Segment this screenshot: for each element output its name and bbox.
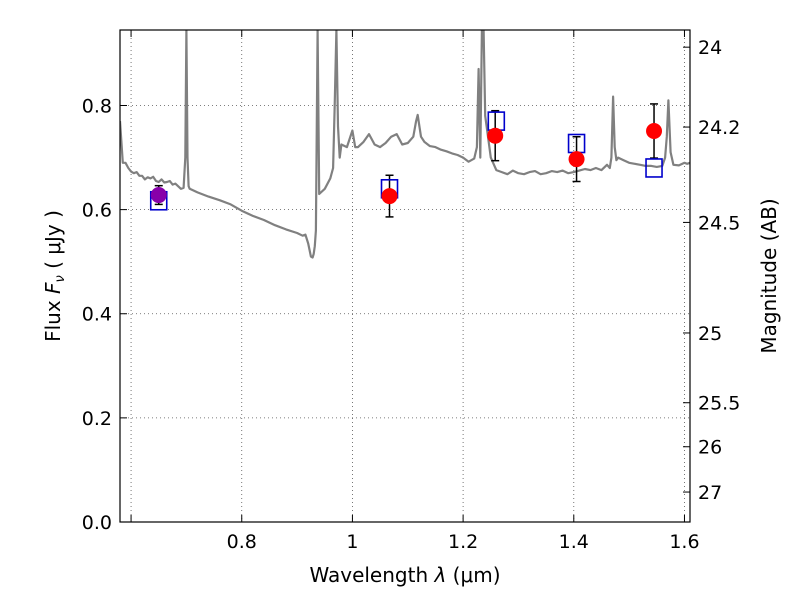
plot-frame bbox=[119, 29, 691, 523]
model-point-box bbox=[645, 158, 663, 178]
observed-point bbox=[381, 188, 398, 205]
observed-point bbox=[568, 151, 585, 168]
spectrum bbox=[120, 30, 690, 259]
y-axis-label: Flux Fν ( μJy ) bbox=[41, 210, 68, 342]
observed-points bbox=[150, 123, 663, 205]
y-tick-label: 0.4 bbox=[82, 304, 112, 326]
x-tick-label: 1.2 bbox=[448, 531, 478, 553]
y-tick-label: 0.0 bbox=[82, 512, 112, 534]
magnitude-tick-label: 24 bbox=[698, 37, 722, 59]
x-tick-label: 1.6 bbox=[669, 531, 699, 553]
y-tick-label: 0.2 bbox=[82, 408, 112, 430]
magnitude-tick-label: 25.5 bbox=[698, 393, 740, 415]
x-tick-label: 0.8 bbox=[227, 531, 257, 553]
observed-point bbox=[646, 123, 663, 140]
y-tick-labels: 0.0 0.2 0.4 0.6 0.8 bbox=[82, 95, 112, 534]
x-tick-label: 1 bbox=[346, 531, 358, 553]
x-tick-labels: 0.8 1 1.2 1.4 1.6 bbox=[227, 531, 700, 553]
x-axis-label: Wavelength λ (μm) bbox=[309, 563, 500, 587]
magnitude-tick-label: 25 bbox=[698, 323, 722, 345]
x-tick-label: 1.4 bbox=[559, 531, 589, 553]
magnitude-axis-label: Magnitude (AB) bbox=[757, 198, 781, 353]
plot-area bbox=[120, 30, 690, 259]
spectrum-line bbox=[120, 30, 690, 259]
y-tick-label: 0.8 bbox=[82, 95, 112, 117]
magnitude-tick-label: 27 bbox=[698, 482, 722, 504]
y-tick-label: 0.6 bbox=[82, 200, 112, 222]
magnitude-tick-label: 26 bbox=[698, 437, 722, 459]
magnitude-tick-label: 24.2 bbox=[698, 117, 740, 139]
observed-point bbox=[150, 187, 167, 204]
magnitude-tick-label: 24.5 bbox=[698, 212, 740, 234]
observed-point bbox=[487, 127, 504, 144]
magnitude-tick-labels: 24 24.2 24.5 25 25.5 26 27 bbox=[698, 37, 740, 504]
ticks bbox=[120, 30, 690, 523]
